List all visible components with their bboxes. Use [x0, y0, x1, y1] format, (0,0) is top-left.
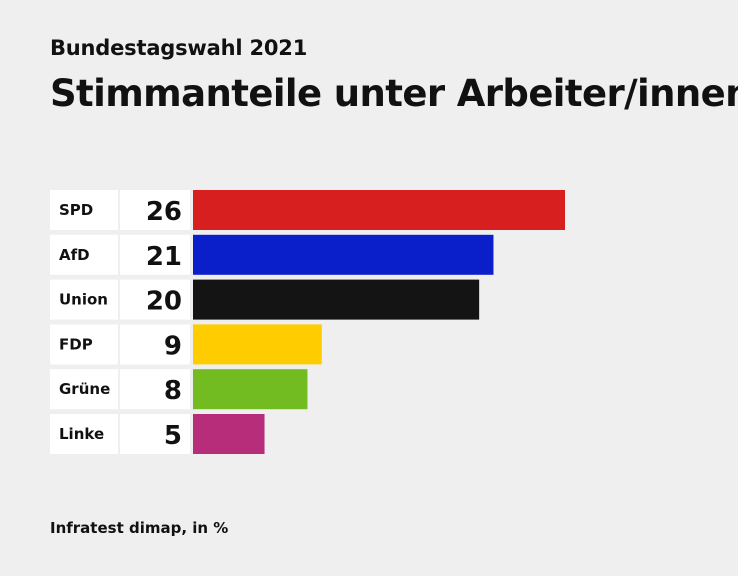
category-label: AfD	[59, 246, 90, 264]
bar-row-fdp: FDP 9	[50, 324, 322, 365]
value-label-cell	[120, 414, 190, 454]
bar-row-spd: SPD 26	[50, 190, 565, 230]
party-label-cell	[50, 234, 118, 275]
bar-union	[193, 279, 480, 320]
party-label-cell	[50, 324, 118, 365]
data-label: 8	[164, 376, 182, 406]
data-label: 5	[164, 421, 182, 451]
category-label: Grüne	[59, 380, 110, 398]
data-label: 20	[146, 287, 182, 317]
value-label-cell	[120, 369, 190, 410]
chart-subtitle: Bundestagswahl 2021	[50, 36, 308, 60]
value-label-cell	[120, 279, 190, 320]
bar-gruene	[193, 369, 308, 410]
party-label-cell	[50, 414, 118, 454]
bar-row-afd: AfD 21	[50, 234, 494, 275]
chart-title: Stimmanteile unter Arbeiter/innen	[50, 72, 738, 115]
data-label: 26	[146, 197, 182, 227]
bar-afd	[193, 234, 494, 275]
party-label-cell	[50, 369, 118, 410]
party-label-cell	[50, 190, 118, 230]
category-label: FDP	[59, 335, 93, 353]
value-label-cell	[120, 234, 190, 275]
bar-fdp	[193, 324, 322, 365]
category-label: Union	[59, 291, 108, 309]
bar-row-linke: Linke 5	[50, 414, 265, 454]
category-label: Linke	[59, 425, 104, 443]
value-label-cell	[120, 324, 190, 365]
value-label-cell	[120, 190, 190, 230]
bar-row-union: Union 20	[50, 279, 480, 320]
party-label-cell	[50, 279, 118, 320]
bar-linke	[193, 414, 265, 454]
bar-spd	[193, 190, 565, 230]
category-label: SPD	[59, 201, 93, 219]
source-note: Infratest dimap, in %	[50, 519, 229, 537]
data-label: 9	[164, 331, 182, 361]
bar-row-gruene: Grüne 8	[50, 369, 308, 410]
data-label: 21	[146, 242, 182, 272]
